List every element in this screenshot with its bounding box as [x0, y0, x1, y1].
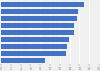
Bar [1, 58, 45, 63]
Bar [1, 9, 78, 14]
Bar [1, 44, 67, 49]
Bar [1, 30, 74, 35]
Bar [1, 23, 74, 28]
Bar [1, 2, 84, 7]
Bar [1, 37, 69, 42]
Bar [1, 51, 66, 56]
Bar [1, 16, 77, 21]
